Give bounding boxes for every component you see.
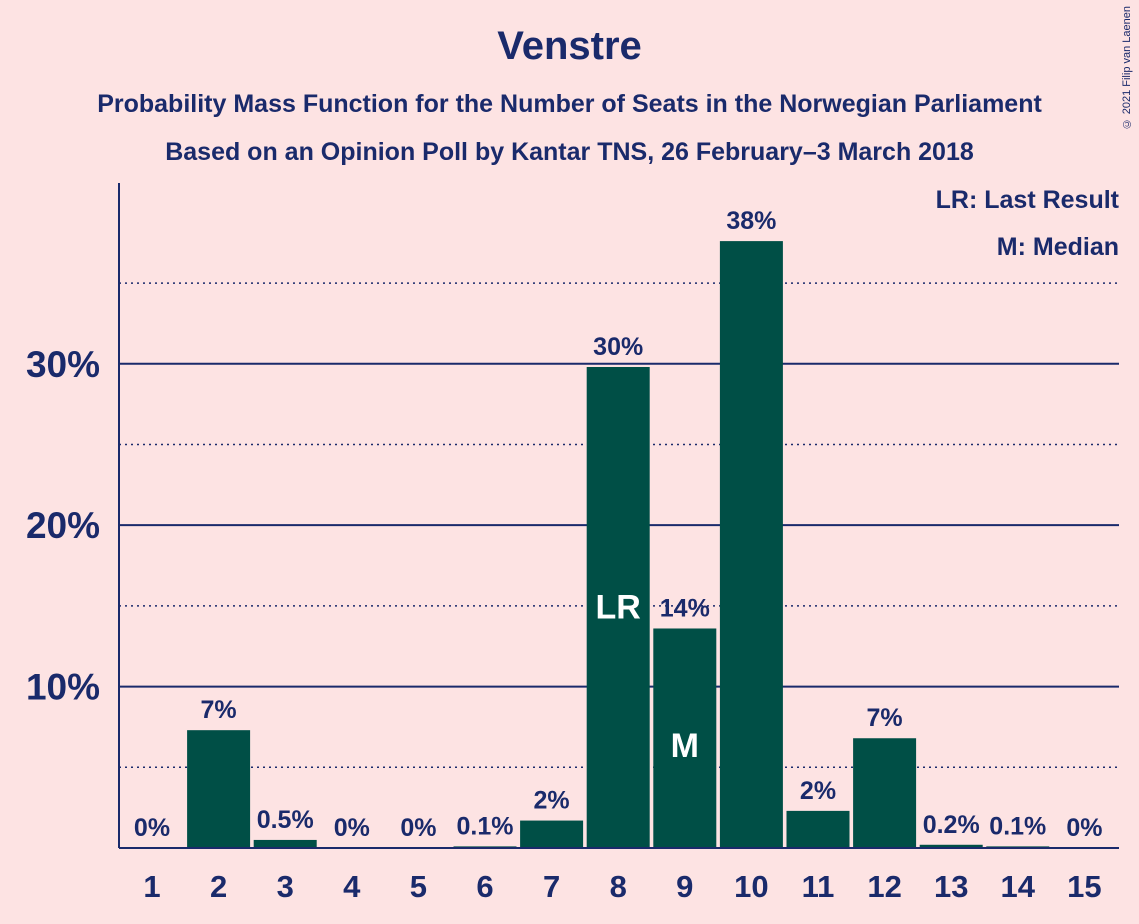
legend-median: M: Median bbox=[996, 233, 1119, 261]
x-tick-label: 15 bbox=[1067, 869, 1101, 904]
data-label: 2% bbox=[800, 777, 836, 805]
data-label: 7% bbox=[201, 696, 237, 724]
x-tick-label: 11 bbox=[802, 869, 835, 904]
bar bbox=[586, 367, 650, 848]
data-label: 0.5% bbox=[257, 806, 314, 834]
y-tick-label: 20% bbox=[26, 505, 100, 546]
x-tick-label: 1 bbox=[143, 869, 160, 904]
y-tick-label: 10% bbox=[26, 667, 100, 708]
bar bbox=[853, 738, 917, 848]
data-label: 2% bbox=[534, 787, 570, 815]
x-tick-label: 4 bbox=[343, 869, 361, 904]
x-tick-label: 9 bbox=[676, 869, 693, 904]
data-label: 14% bbox=[660, 594, 710, 622]
data-label: 0% bbox=[400, 814, 436, 842]
bar bbox=[653, 628, 717, 848]
x-tick-label: 5 bbox=[410, 869, 427, 904]
data-label: 0.1% bbox=[989, 812, 1046, 840]
legend-last-result: LR: Last Result bbox=[935, 186, 1119, 214]
bar bbox=[187, 730, 251, 848]
x-tick-label: 7 bbox=[543, 869, 560, 904]
bar bbox=[919, 844, 983, 848]
bar bbox=[520, 820, 584, 848]
bar bbox=[719, 241, 783, 848]
x-tick-label: 13 bbox=[934, 869, 968, 904]
last-result-marker: LR bbox=[596, 588, 641, 626]
x-tick-label: 12 bbox=[867, 869, 901, 904]
data-label: 38% bbox=[726, 207, 776, 235]
data-label: 0% bbox=[334, 814, 370, 842]
chart-subtitle-line1: Probability Mass Function for the Number… bbox=[97, 90, 1042, 118]
x-tick-label: 2 bbox=[210, 869, 227, 904]
data-label: 7% bbox=[867, 704, 903, 732]
x-tick-label: 14 bbox=[1001, 869, 1036, 904]
bar bbox=[253, 839, 317, 848]
y-tick-label: 30% bbox=[26, 344, 100, 385]
x-tick-label: 8 bbox=[610, 869, 627, 904]
data-label: 0.1% bbox=[457, 812, 514, 840]
data-label: 0.2% bbox=[923, 811, 980, 839]
x-tick-label: 3 bbox=[277, 869, 294, 904]
chart-subtitle-line2: Based on an Opinion Poll by Kantar TNS, … bbox=[165, 138, 974, 166]
data-label: 30% bbox=[593, 333, 643, 361]
data-label: 0% bbox=[1066, 814, 1102, 842]
median-marker: M bbox=[671, 727, 699, 765]
bar bbox=[786, 810, 850, 848]
chart-title: Venstre bbox=[497, 24, 642, 68]
data-label: 0% bbox=[134, 814, 170, 842]
x-tick-label: 6 bbox=[476, 869, 493, 904]
x-tick-label: 10 bbox=[734, 869, 768, 904]
